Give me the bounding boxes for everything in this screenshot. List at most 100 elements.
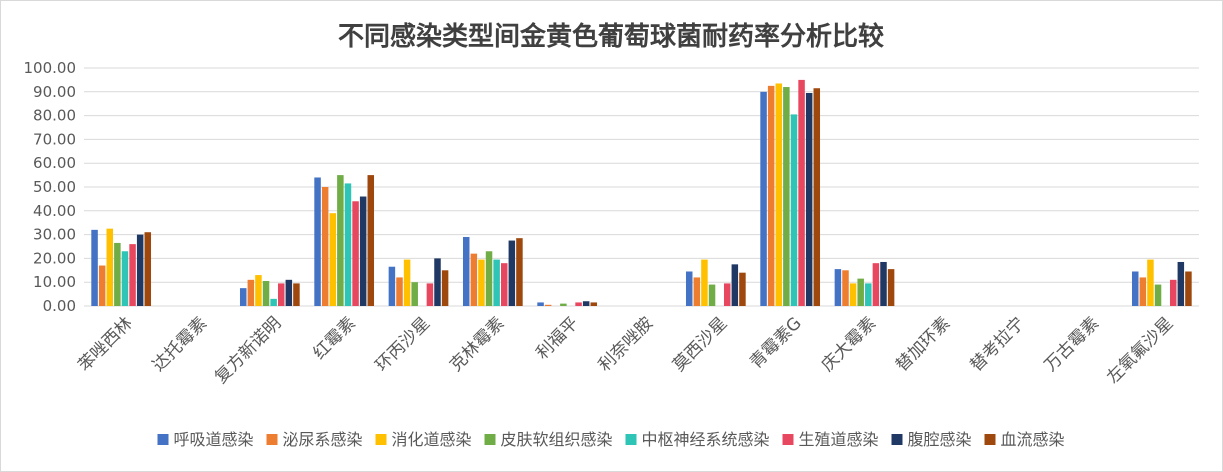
x-category-label: 环丙沙星 [372, 313, 434, 375]
legend-swatch [625, 434, 637, 445]
y-tick-label: 40.00 [33, 202, 76, 220]
legend-swatch [375, 434, 387, 445]
bar [270, 298, 277, 306]
bar [98, 265, 106, 306]
x-category-label: 替加环素 [892, 313, 954, 375]
bar [352, 201, 359, 306]
bar [865, 283, 872, 306]
bar [367, 175, 375, 306]
x-category-label: 青霉素G [746, 313, 806, 373]
bar [344, 183, 352, 306]
bar [396, 277, 403, 306]
bar [91, 229, 98, 306]
bar [537, 302, 544, 306]
x-category-label: 莫西沙星 [669, 313, 731, 375]
legend: 呼吸道感染 泌尿系感染 消化道感染 皮肤软组织感染 中枢神经系统感染 生殖道感染 腹腔感染 血… [157, 430, 1065, 449]
x-category-label: 克林霉素 [446, 313, 508, 375]
legend-label: 生殖道感染 [799, 430, 879, 449]
bar [872, 263, 880, 306]
y-tick-label: 70.00 [33, 130, 76, 148]
bar [708, 284, 716, 306]
bar [239, 288, 247, 306]
bar [262, 281, 270, 306]
y-tick-label: 50.00 [33, 178, 76, 196]
bar [560, 303, 567, 306]
chart-title: 不同感染类型间金黄色葡萄球菌耐药率分析比较 [338, 21, 884, 52]
bar [575, 302, 582, 306]
y-tick-label: 60.00 [33, 154, 76, 172]
bar [1185, 271, 1192, 306]
x-category-label: 利奈唑胺 [595, 313, 657, 375]
legend-swatch [984, 434, 996, 445]
legend-swatch [266, 434, 278, 445]
bar [790, 114, 798, 306]
legend-label: 泌尿系感染 [283, 430, 363, 449]
bar [880, 261, 887, 306]
bar [1147, 259, 1154, 306]
bar [411, 282, 418, 306]
bar [121, 251, 129, 306]
legend-swatch [782, 434, 794, 445]
bar [701, 259, 708, 306]
bar [1131, 271, 1139, 306]
bar [1154, 284, 1162, 306]
bar [813, 88, 821, 306]
legend-label: 腹腔感染 [908, 430, 972, 449]
y-tick-label: 80.00 [33, 107, 76, 125]
legend-swatch [484, 434, 496, 445]
bar [337, 175, 344, 306]
bar [478, 259, 485, 306]
bar [1139, 277, 1147, 306]
x-category-label: 苯唑西林 [74, 313, 136, 375]
bar [247, 279, 255, 306]
x-category-label: 红霉素 [309, 313, 359, 363]
bar [731, 264, 739, 306]
bar [887, 269, 895, 306]
bar [434, 258, 441, 306]
bar [403, 259, 411, 306]
bar [493, 259, 500, 306]
bar [293, 283, 300, 306]
bar [1177, 261, 1185, 306]
x-category-label: 复方新诺明 [211, 313, 285, 387]
bar [426, 283, 434, 306]
bar [285, 279, 293, 306]
bar [314, 177, 321, 306]
legend-swatch [891, 434, 903, 445]
bar [842, 270, 849, 306]
y-axis-tick-labels: 0.00 10.00 20.00 30.00 40.00 50.00 60.00 70.00 8… [24, 59, 77, 315]
bar [508, 240, 516, 306]
bar [136, 234, 144, 306]
bar [590, 302, 598, 306]
bar [739, 272, 746, 306]
bar [1169, 279, 1177, 306]
legend-label: 血流感染 [1001, 430, 1065, 449]
bar [805, 92, 813, 307]
bar [798, 79, 805, 307]
y-tick-label: 30.00 [33, 226, 76, 244]
bar [857, 278, 864, 306]
bar [485, 251, 493, 306]
y-tick-label: 90.00 [33, 83, 76, 101]
bar [693, 277, 701, 306]
bar [129, 244, 136, 306]
legend-label: 消化道感染 [392, 430, 472, 449]
bar [255, 275, 262, 306]
bar [767, 85, 775, 306]
bar [441, 270, 449, 306]
bar [500, 263, 508, 306]
legend-swatch [157, 434, 169, 445]
bar [277, 283, 285, 306]
bar [582, 301, 590, 306]
bars [91, 79, 1192, 307]
gridlines [84, 67, 1199, 307]
x-axis-category-labels: 苯唑西林 达托霉素 复方新诺明 红霉素 环丙沙星 克林霉素 利福平 利奈唑胺 莫西沙星 青霉素G 庆… [74, 313, 1177, 387]
bar [783, 87, 790, 306]
bar [849, 283, 857, 306]
bar [462, 236, 470, 306]
y-tick-label: 20.00 [33, 249, 76, 267]
bar [834, 269, 842, 306]
bar [470, 253, 478, 306]
